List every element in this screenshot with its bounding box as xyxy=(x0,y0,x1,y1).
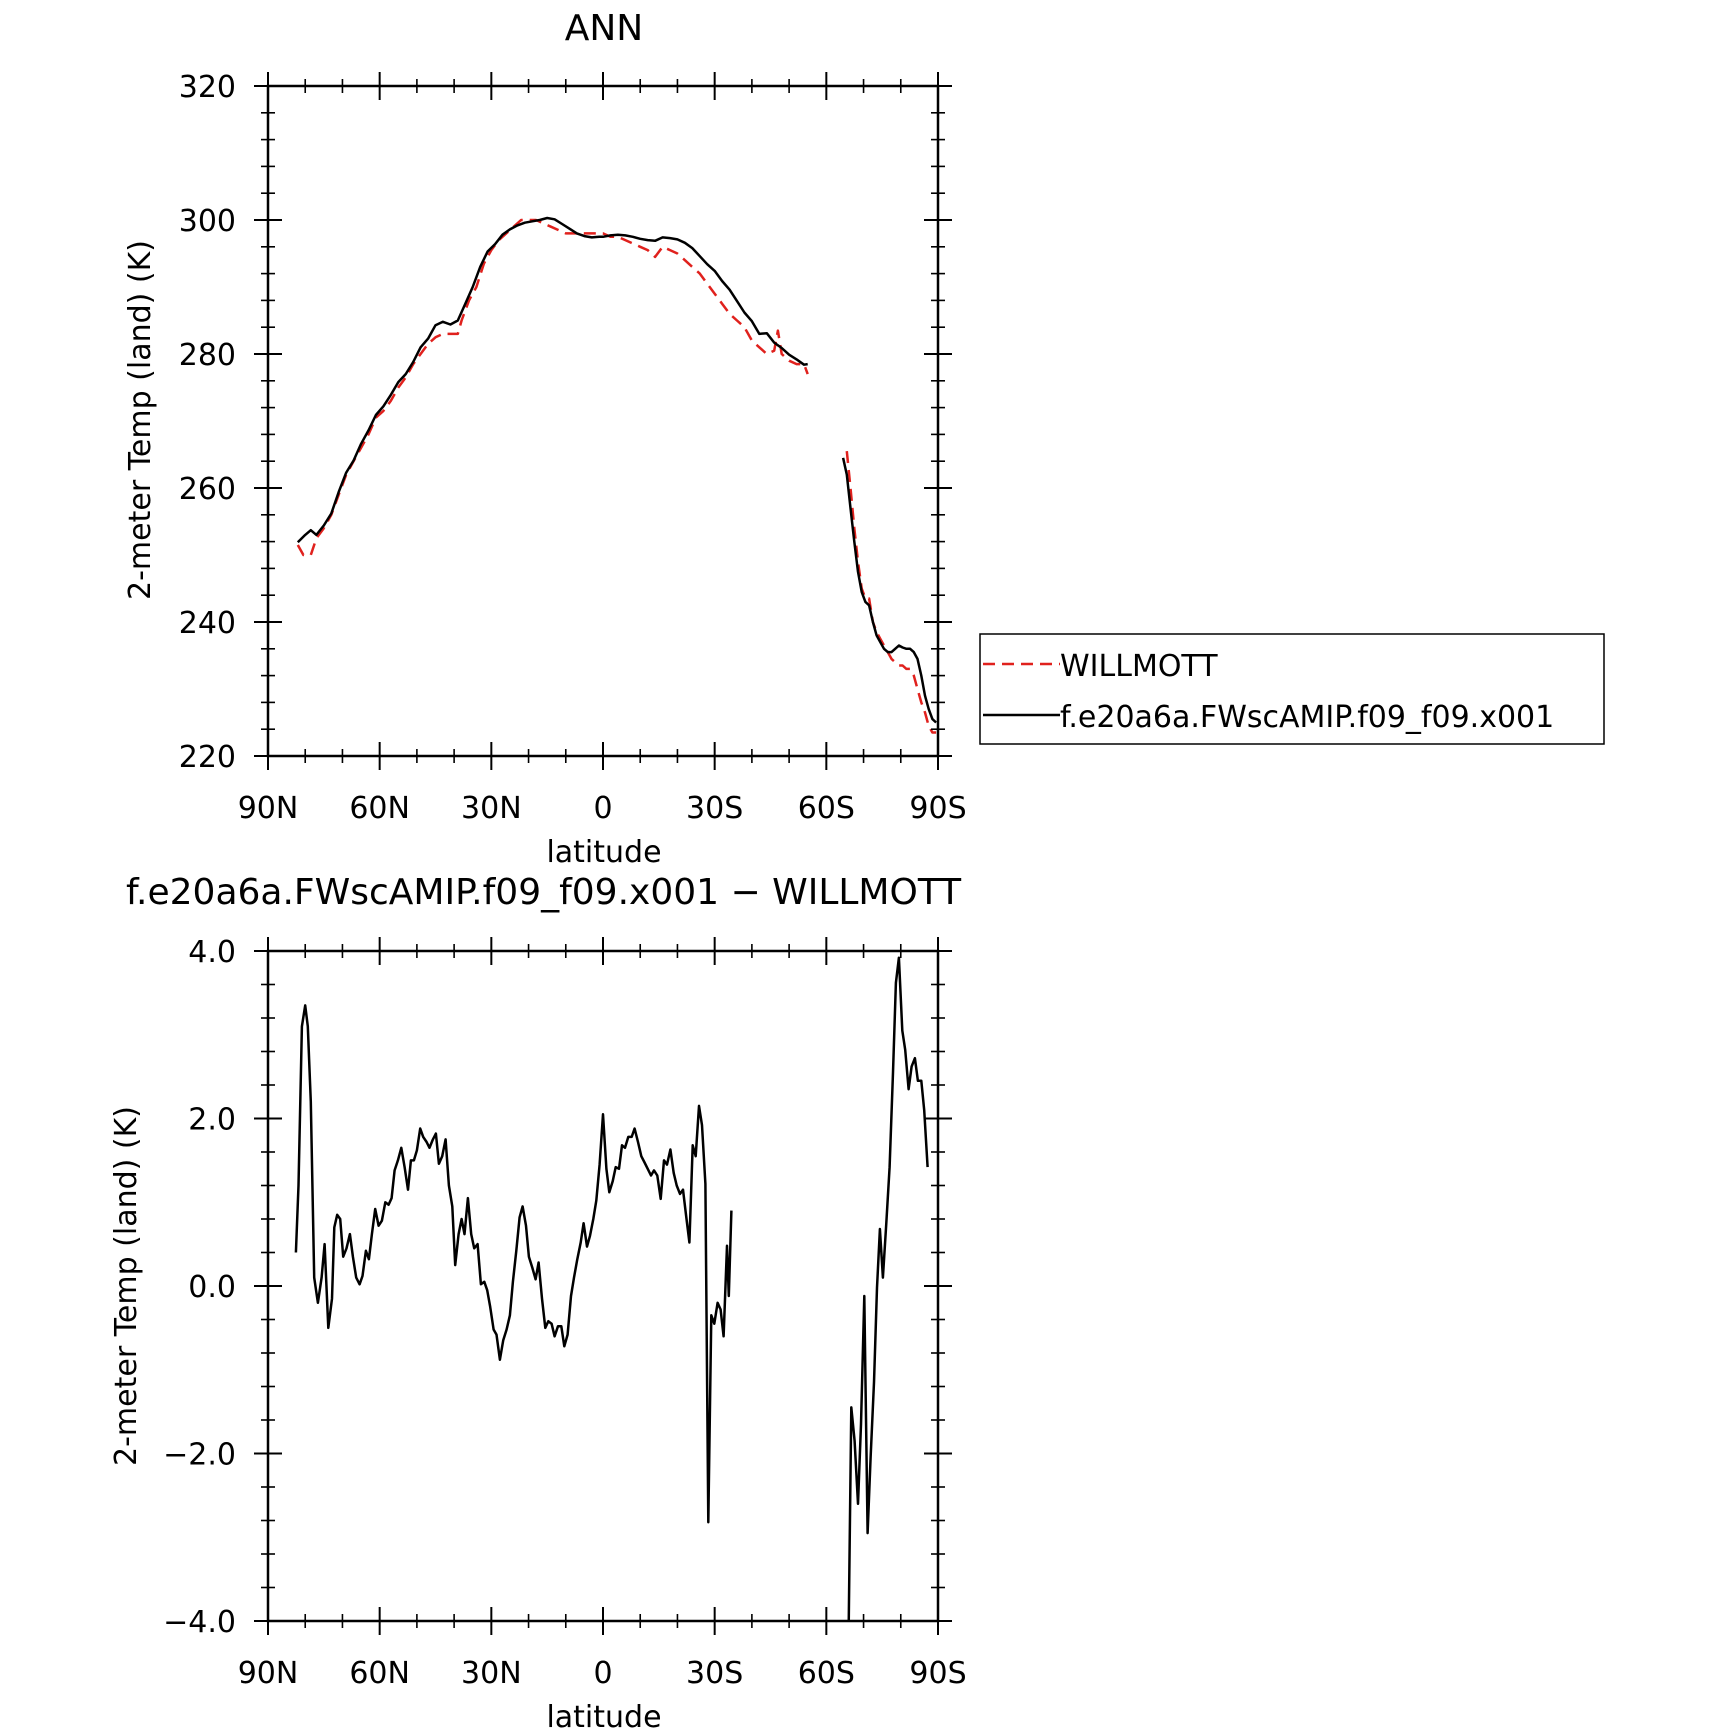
top-panel-title: ANN xyxy=(565,8,644,49)
bottom-x-tick-label: 60N xyxy=(349,1656,410,1691)
bottom-panel: f.e20a6a.FWscAMIP.f09_f09.x001 − WILLMOT… xyxy=(109,872,967,1734)
top-panel: ANN 220 240 260 280 300 320 90N 60N 30N 0 30S 60S 90… xyxy=(123,8,1605,870)
legend: WILLMOTT f.e20a6a.FWscAMIP.f09_f09.x001 xyxy=(979,633,1605,745)
bottom-y-tick-label: 0.0 xyxy=(188,1270,236,1305)
top-x-tick-label: 30N xyxy=(461,791,522,826)
top-y-tick-label: 320 xyxy=(179,70,236,105)
top-y-tick-label: 240 xyxy=(179,606,236,641)
top-series-line-f-e20a6a-fwscamip-f09-f09-x001 xyxy=(296,216,937,724)
top-x-tick-label: 90N xyxy=(238,791,299,826)
top-x-tick-label: 60N xyxy=(349,791,410,826)
top-x-tick-label: 30S xyxy=(686,791,743,826)
bottom-x-tick-label: 0 xyxy=(593,1656,612,1691)
top-y-tick-label: 300 xyxy=(179,204,236,239)
top-x-axis-label: latitude xyxy=(546,835,661,870)
bottom-x-tick-label: 30S xyxy=(686,1656,743,1691)
top-y-tick-label: 220 xyxy=(179,740,236,775)
top-y-axis-label: 2-meter Temp (land) (K) xyxy=(123,240,158,600)
bottom-y-axis-label: 2-meter Temp (land) (K) xyxy=(109,1106,144,1466)
bottom-x-tick-label: 90S xyxy=(909,1656,966,1691)
bottom-y-tick-label: −4.0 xyxy=(163,1605,236,1640)
legend-label-model: f.e20a6a.FWscAMIP.f09_f09.x001 xyxy=(1060,700,1554,735)
top-x-tick-label: 90S xyxy=(909,791,966,826)
bottom-series-line-difference xyxy=(294,956,929,1621)
bottom-x-tick-label: 90N xyxy=(238,1656,299,1691)
bottom-x-tick-label: 30N xyxy=(461,1656,522,1691)
bottom-y-tick-label: 4.0 xyxy=(188,935,236,970)
top-y-tick-label: 280 xyxy=(179,338,236,373)
bottom-x-tick-label: 60S xyxy=(798,1656,855,1691)
top-plot-area: 220 240 260 280 300 320 90N 60N 30N 0 30S 60S 90S xyxy=(179,70,967,826)
bottom-plot-area: −4.0 −2.0 0.0 2.0 4.0 90N 60N 30N 0 30S 60S 90S xyxy=(163,935,966,1691)
bottom-y-tick-label: 2.0 xyxy=(188,1103,236,1138)
top-x-tick-label: 60S xyxy=(798,791,855,826)
legend-box xyxy=(979,633,1605,745)
legend-label-willmott: WILLMOTT xyxy=(1060,649,1218,684)
top-y-tick-label: 260 xyxy=(179,472,236,507)
bottom-panel-title: f.e20a6a.FWscAMIP.f09_f09.x001 − WILLMOT… xyxy=(126,872,962,913)
bottom-y-tick-label: −2.0 xyxy=(163,1438,236,1473)
top-x-tick-label: 0 xyxy=(593,791,612,826)
bottom-x-axis-label: latitude xyxy=(546,1700,661,1734)
